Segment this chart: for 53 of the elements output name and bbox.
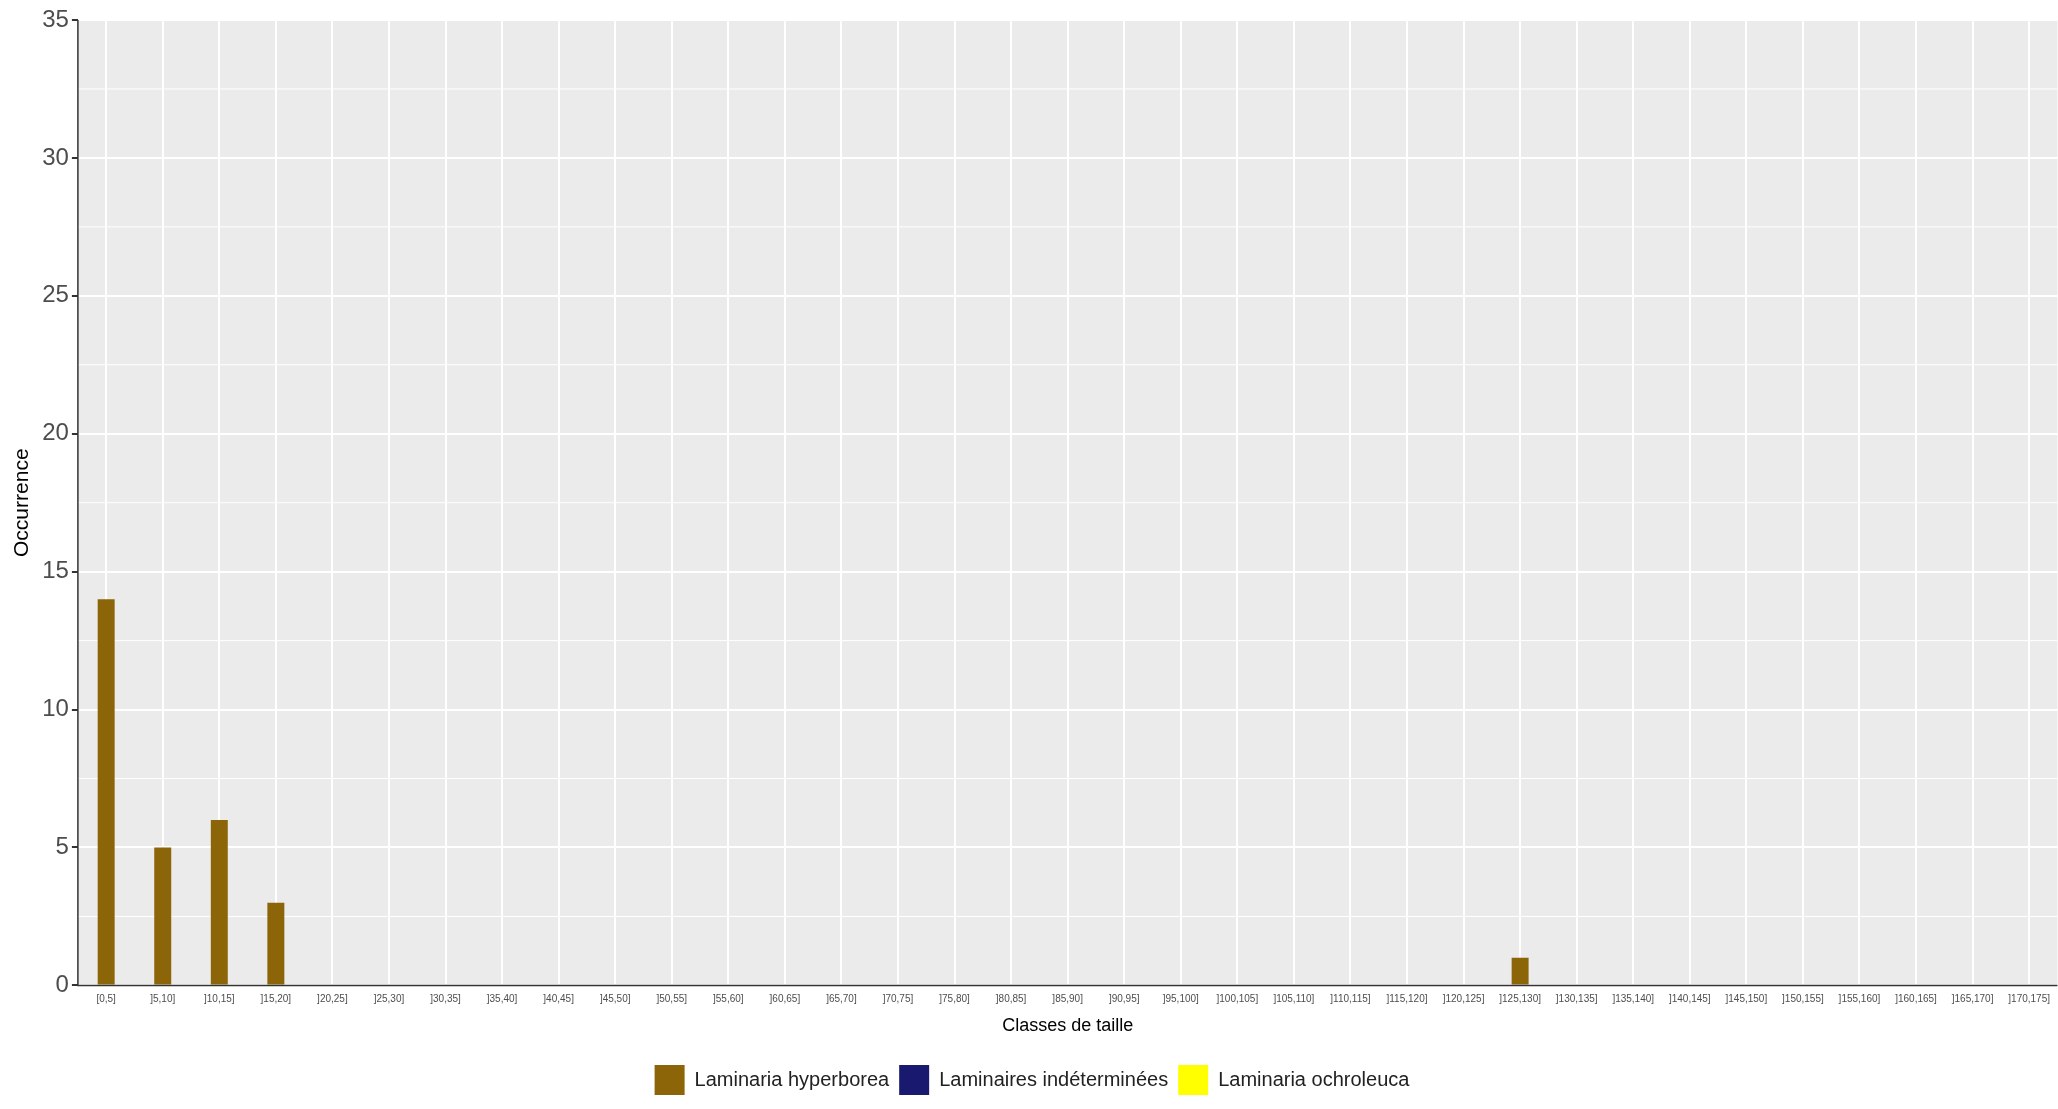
x-tick-label: ]90,95] — [1108, 993, 1140, 1005]
bar — [267, 902, 285, 985]
x-tick-label: ]120,125] — [1442, 993, 1485, 1005]
x-tick-label: ]85,90] — [1052, 993, 1084, 1005]
x-axis-title: Classes de taille — [1002, 1015, 1134, 1036]
y-tick-label: 25 — [42, 280, 69, 308]
legend-label: Laminaria ochroleuca — [1218, 1067, 1411, 1090]
bar — [154, 847, 172, 985]
x-tick-label: ]75,80] — [939, 993, 971, 1005]
x-tick-label: ]100,105] — [1216, 993, 1259, 1005]
x-tick-label: ]125,130] — [1499, 993, 1542, 1005]
x-tick-label: ]150,155] — [1782, 993, 1824, 1005]
x-tick-label: ]15,20] — [260, 993, 292, 1005]
y-tick-label: 15 — [42, 556, 69, 584]
x-tick-label: ]45,50] — [599, 993, 631, 1005]
x-tick-label: [0,5] — [96, 993, 117, 1005]
bar — [97, 599, 115, 985]
x-tick-label: ]160,165] — [1895, 993, 1938, 1005]
y-tick-label: 10 — [42, 694, 69, 722]
x-tick-label: ]110,115] — [1330, 993, 1371, 1005]
x-tick-label: ]130,135] — [1555, 993, 1598, 1005]
x-tick-label: ]65,70] — [826, 993, 857, 1005]
x-tick-label: ]95,100] — [1162, 993, 1200, 1005]
y-tick-label: 30 — [42, 142, 69, 170]
x-tick-label: ]30,35] — [430, 993, 462, 1005]
x-tick-label: ]105,110] — [1273, 993, 1315, 1005]
x-tick-label: ]145,150] — [1725, 993, 1768, 1005]
y-tick-label: 5 — [55, 832, 69, 860]
y-tick-label: 20 — [42, 418, 69, 446]
legend-label: Laminaria hyperborea — [694, 1067, 891, 1090]
x-tick-label: ]140,145] — [1668, 993, 1711, 1005]
x-tick-label: ]50,55] — [656, 993, 688, 1005]
bar — [210, 819, 228, 985]
x-tick-label: ]35,40] — [486, 993, 518, 1005]
x-tick-label: ]5,10] — [150, 993, 176, 1005]
x-tick-label: ]60,65] — [769, 993, 801, 1005]
y-axis-title: Occurrence — [9, 448, 33, 557]
x-tick-label: ]55,60] — [713, 993, 744, 1005]
x-tick-label: ]25,30] — [373, 993, 405, 1005]
y-tick-label: 0 — [55, 970, 69, 998]
x-tick-label: ]165,170] — [1951, 993, 1994, 1005]
x-tick-label: ]155,160] — [1838, 993, 1881, 1005]
x-tick-label: ]20,25] — [317, 993, 348, 1005]
y-tick-label: 35 — [42, 4, 69, 32]
x-tick-label: ]80,85] — [995, 993, 1027, 1005]
x-tick-label: ]10,15] — [203, 993, 235, 1005]
x-tick-label: ]70,75] — [882, 993, 914, 1005]
x-tick-label: ]170,175] — [2008, 993, 2051, 1005]
x-tick-label: ]135,140] — [1612, 993, 1655, 1005]
bar — [1511, 957, 1529, 985]
x-tick-label: ]115,120] — [1386, 993, 1428, 1005]
x-tick-label: ]40,45] — [543, 993, 575, 1005]
legend-label: Laminaires indéterminées — [939, 1067, 1169, 1090]
